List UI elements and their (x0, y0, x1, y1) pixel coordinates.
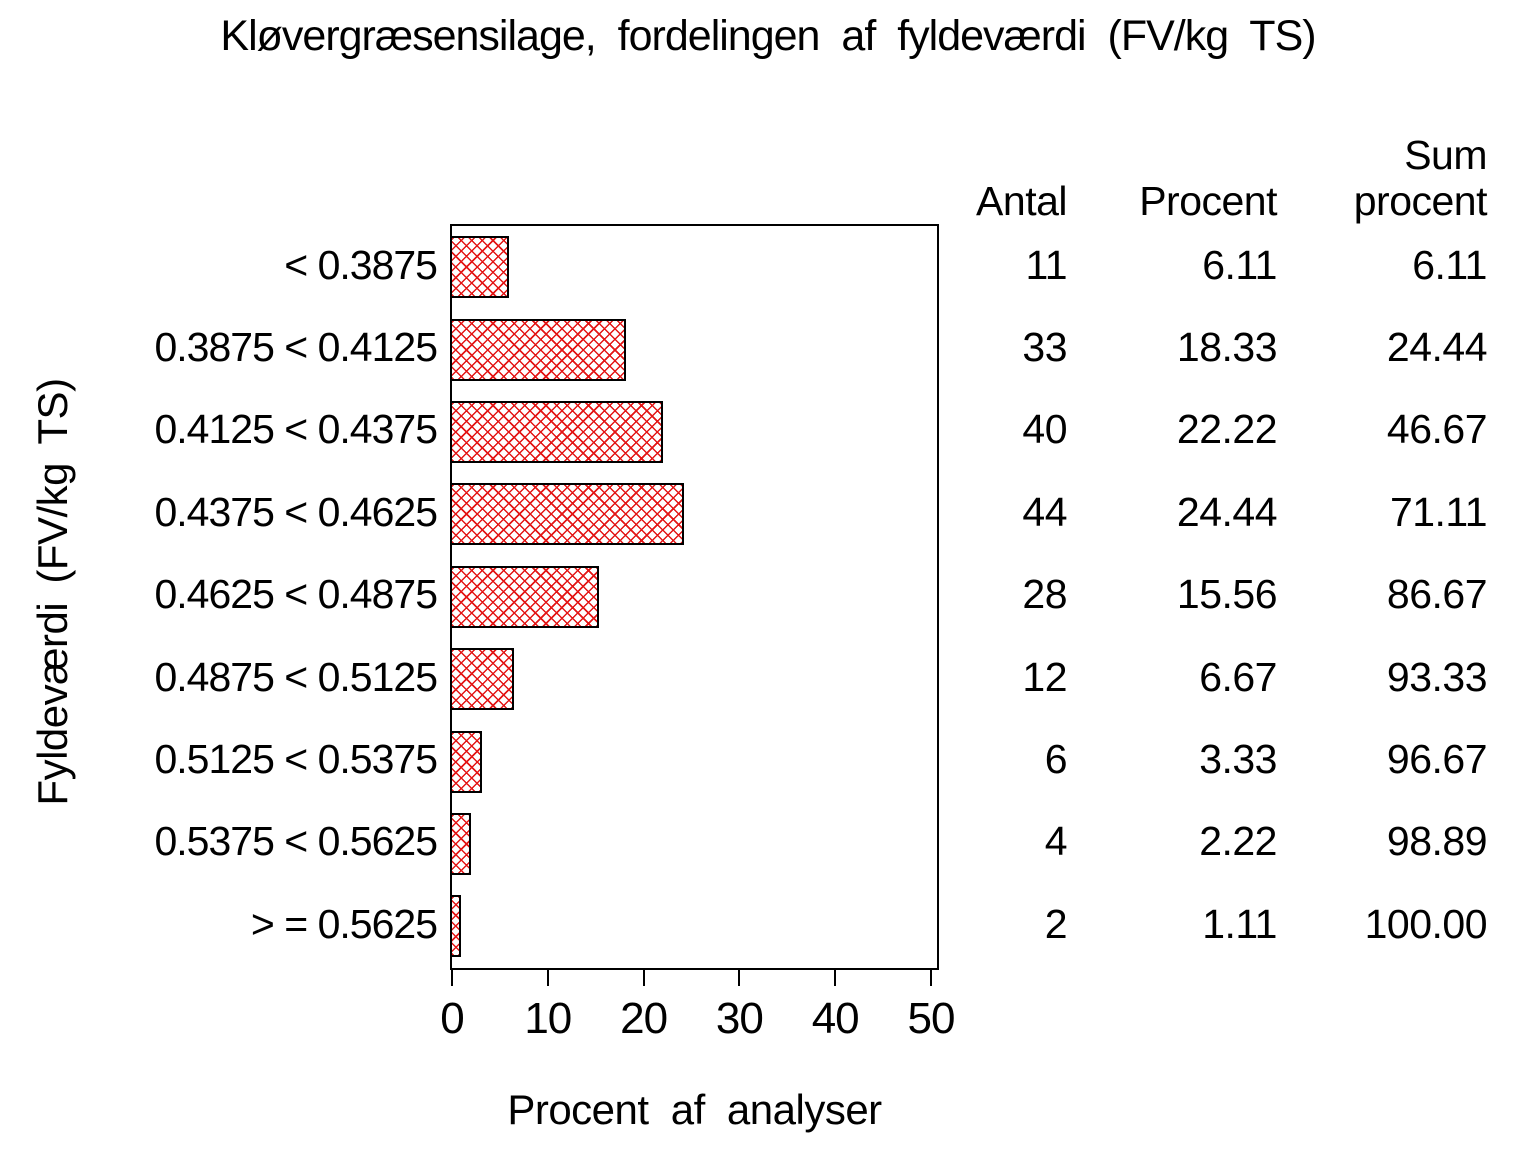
antal-value: 33 (1022, 324, 1067, 371)
category-row: 0.3875 < 0.4125 (95, 306, 438, 388)
category-row: 0.4125 < 0.4375 (95, 389, 438, 471)
x-axis-tick (930, 970, 932, 986)
antal-value: 6 (1044, 736, 1068, 783)
frequency-table: 11 6.11 6.11 33 18.33 24.44 40 22.22 46.67 44 24.4… (950, 224, 1487, 970)
bar-row (450, 556, 937, 638)
sum-procent-value: 93.33 (1386, 653, 1488, 700)
x-axis-tick (546, 970, 549, 986)
procent-value: 24.44 (1176, 488, 1278, 535)
bar (450, 895, 461, 958)
table-header-sum-line1: Sum (1404, 132, 1487, 178)
chart-title: Kløvergræsensilage, fordelingen af fylde… (220, 12, 1316, 60)
table-row: 44 24.44 71.11 (950, 471, 1487, 553)
x-axis-tick-label: 20 (620, 994, 668, 1043)
x-axis-tick-label: 30 (715, 994, 764, 1043)
antal-value: 12 (1022, 653, 1067, 700)
x-axis-tick (738, 970, 741, 986)
table-header-sum-procent: Sum procent (1277, 132, 1488, 224)
x-axis-tick-label: 50 (907, 994, 956, 1043)
table-header-antal: Antal (976, 178, 1067, 224)
procent-value: 2.22 (1199, 818, 1277, 865)
x-axis-title: Procent af analyser (507, 1086, 882, 1133)
procent-value: 22.22 (1176, 406, 1278, 453)
bar (450, 400, 663, 463)
table-header-sum-line2: procent (1353, 178, 1488, 224)
sum-procent-value: 46.67 (1386, 406, 1488, 453)
category-row: 0.4625 < 0.4875 (95, 554, 438, 636)
x-axis-tick (451, 970, 453, 986)
antal-value: 28 (1022, 571, 1067, 618)
category-label: 0.4875 < 0.5125 (154, 653, 438, 700)
procent-value: 18.33 (1176, 324, 1278, 371)
y-axis-title: Fyldeværdi (FV/kg TS) (29, 378, 76, 806)
category-row: 0.5125 < 0.5375 (95, 718, 438, 800)
table-header: Antal Procent Sum procent (950, 132, 1487, 224)
x-axis-tick (834, 970, 837, 986)
x-axis-tick-label: 40 (811, 994, 860, 1043)
category-row: 0.4375 < 0.4625 (95, 471, 438, 553)
category-row: 0.5375 < 0.5625 (95, 801, 438, 883)
table-row: 2 1.11 100.00 (950, 883, 1488, 965)
category-label: 0.3875 < 0.4125 (154, 324, 438, 371)
bar (450, 730, 482, 793)
sum-procent-value: 96.67 (1386, 736, 1488, 783)
table-row: 33 18.33 24.44 (950, 306, 1487, 388)
bar (450, 318, 626, 381)
category-label: 0.4375 < 0.4625 (154, 488, 438, 535)
category-label: 0.5125 < 0.5375 (154, 736, 438, 783)
table-row: 6 3.33 96.67 (950, 718, 1488, 800)
category-label: 0.5375 < 0.5625 (154, 818, 438, 865)
procent-value: 3.33 (1199, 736, 1277, 783)
table-row: 11 6.11 6.11 (950, 224, 1487, 306)
category-row: 0.4875 < 0.5125 (95, 636, 438, 718)
bar-row (450, 803, 937, 885)
table-row: 12 6.67 93.33 (950, 636, 1487, 718)
category-axis: < 0.3875 0.3875 < 0.4125 0.4125 < 0.4375 0.… (95, 224, 438, 970)
table-row: 4 2.22 98.89 (950, 801, 1488, 883)
antal-value: 11 (1025, 241, 1067, 288)
bar (450, 648, 514, 711)
sum-procent-value: 24.44 (1386, 324, 1488, 371)
x-axis-tick-label: 0 (440, 994, 465, 1043)
table-header-procent: Procent (1139, 178, 1277, 224)
bar-row (450, 638, 937, 720)
category-label: 0.4125 < 0.4375 (154, 406, 438, 453)
sum-procent-value: 98.89 (1386, 818, 1488, 865)
sum-procent-value: 71.11 (1389, 488, 1488, 535)
category-row: < 0.3875 (95, 224, 438, 306)
antal-value: 2 (1044, 900, 1068, 947)
bar (450, 483, 685, 546)
procent-value: 1.11 (1202, 900, 1277, 947)
bar-row (450, 226, 937, 308)
bar (450, 565, 600, 628)
category-label: > = 0.5625 (250, 900, 438, 947)
bar-row (450, 473, 937, 555)
sum-procent-value: 100.00 (1364, 900, 1488, 947)
sum-procent-value: 86.67 (1386, 571, 1488, 618)
antal-value: 4 (1044, 818, 1068, 865)
bar-row (450, 885, 937, 967)
antal-value: 44 (1022, 488, 1067, 535)
procent-value: 6.11 (1202, 241, 1277, 288)
category-label: < 0.3875 (284, 241, 438, 288)
procent-value: 6.67 (1199, 653, 1277, 700)
bar-row (450, 391, 937, 473)
table-row: 40 22.22 46.67 (950, 389, 1487, 471)
bar-row (450, 308, 937, 390)
table-row: 28 15.56 86.67 (950, 554, 1487, 636)
sum-procent-value: 6.11 (1412, 241, 1487, 288)
bar-row (450, 720, 937, 802)
x-axis-tick (642, 970, 645, 986)
x-axis-tick-label: 10 (524, 994, 572, 1043)
antal-value: 40 (1022, 406, 1067, 453)
plot-area (450, 224, 939, 970)
bar (450, 236, 509, 299)
procent-value: 15.56 (1176, 571, 1278, 618)
category-row: > = 0.5625 (95, 883, 438, 965)
bar (450, 812, 472, 875)
category-label: 0.4625 < 0.4875 (154, 571, 438, 618)
